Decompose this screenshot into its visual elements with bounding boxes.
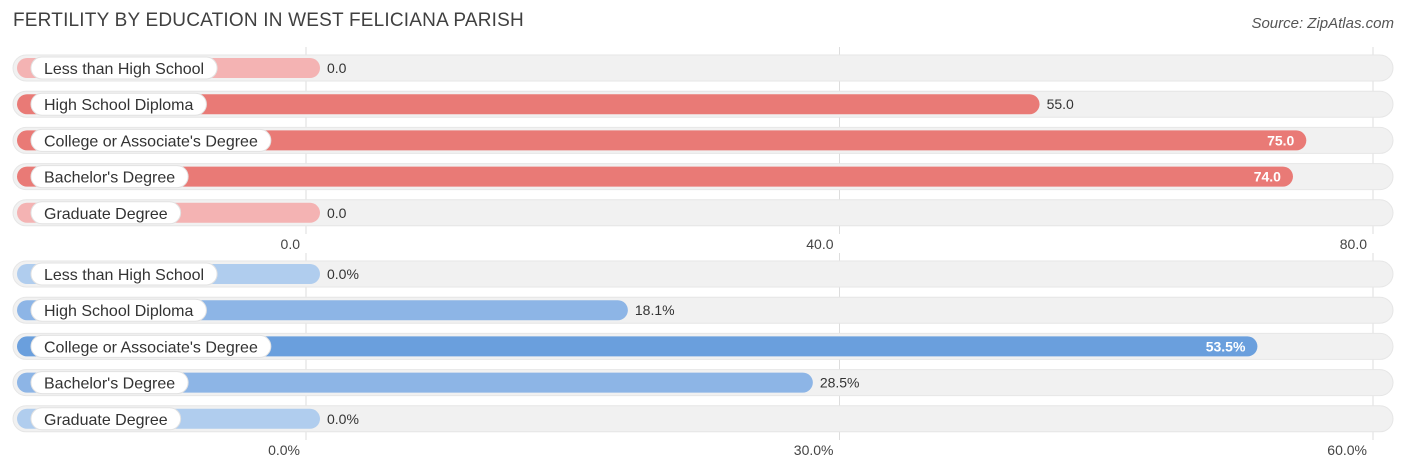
bar-0-3 xyxy=(17,166,1293,187)
tick-label-1-1: 30.0% xyxy=(794,442,834,458)
category-label-1-3: Bachelor's Degree xyxy=(44,376,175,393)
tick-label-1-2: 60.0% xyxy=(1327,442,1367,458)
bar-track-0-0 xyxy=(12,54,1394,82)
value-label-1-0: 0.0% xyxy=(327,266,359,282)
bar-1-2 xyxy=(17,336,1258,357)
source-note: Source: ZipAtlas.com xyxy=(1251,15,1394,32)
category-label-0-4: Graduate Degree xyxy=(44,206,168,223)
tick-label-1-0: 0.0% xyxy=(268,442,300,458)
value-label-1-3: 28.5% xyxy=(820,375,860,391)
category-label-0-2: College or Associate's Degree xyxy=(44,133,258,150)
category-pill-1-2 xyxy=(30,334,272,358)
bar-0-1 xyxy=(17,94,1040,115)
bar-0-2 xyxy=(17,130,1307,151)
bar-track-1-0 xyxy=(12,260,1394,288)
value-label-0-0: 0.0 xyxy=(327,60,347,76)
bar-1-3 xyxy=(17,372,813,393)
value-label-1-1: 18.1% xyxy=(635,302,675,318)
category-pill-0-2 xyxy=(30,128,272,152)
category-label-0-1: High School Diploma xyxy=(44,97,194,114)
category-label-1-2: College or Associate's Degree xyxy=(44,339,258,356)
category-label-1-0: Less than High School xyxy=(44,267,204,284)
bar-track-1-4 xyxy=(12,405,1394,433)
category-pill-0-1 xyxy=(30,92,207,116)
category-label-0-0: Less than High School xyxy=(44,61,204,78)
value-label-0-4: 0.0 xyxy=(327,205,347,221)
category-pill-1-1 xyxy=(30,298,207,322)
tick-label-0-2: 80.0 xyxy=(1340,236,1367,252)
tick-label-0-0: 0.0 xyxy=(281,236,301,252)
category-pill-0-0 xyxy=(30,56,218,80)
value-label-1-4: 0.0% xyxy=(327,411,359,427)
value-label-0-3: 74.0 xyxy=(1254,169,1281,185)
category-label-0-3: Bachelor's Degree xyxy=(44,170,175,187)
category-pill-1-3 xyxy=(30,371,189,395)
category-pill-1-0 xyxy=(30,262,218,286)
category-label-1-4: Graduate Degree xyxy=(44,412,168,429)
category-pill-0-3 xyxy=(30,165,189,189)
chart-title: FERTILITY BY EDUCATION IN WEST FELICIANA… xyxy=(13,10,524,31)
tick-label-0-1: 40.0 xyxy=(806,236,833,252)
category-pill-0-4 xyxy=(30,201,182,225)
bar-track-0-4 xyxy=(12,199,1394,227)
value-label-0-1: 55.0 xyxy=(1047,96,1074,112)
category-pill-1-4 xyxy=(30,407,182,431)
category-label-1-1: High School Diploma xyxy=(44,303,194,320)
value-label-0-2: 75.0 xyxy=(1267,132,1294,148)
value-label-1-2: 53.5% xyxy=(1206,338,1246,354)
